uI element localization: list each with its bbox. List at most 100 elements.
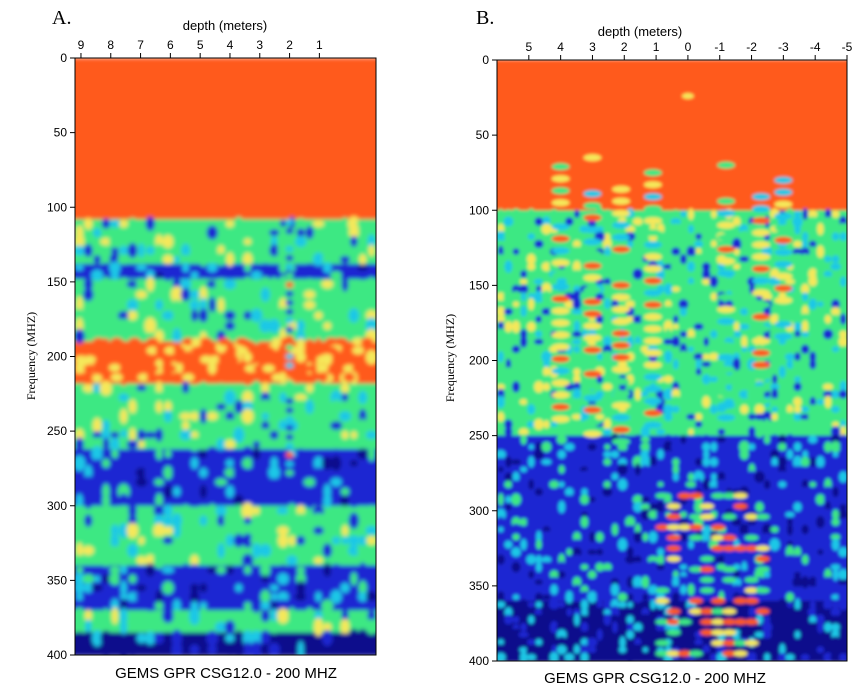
heatmap-cell [85,618,92,636]
heatmap-cell [774,344,793,352]
heatmap-cell [144,448,156,460]
heatmap-cell [774,236,793,244]
heatmap-cell [687,329,695,340]
heatmap-cell [259,276,272,292]
heatmap-cell [82,263,94,272]
heatmap-cell [772,374,778,385]
heatmap-cell [830,564,841,570]
heatmap-cell [785,466,795,473]
heatmap-cell [771,503,779,511]
heatmap-cell [672,306,680,317]
heatmap-cell [709,457,718,467]
heatmap-cell [215,286,227,304]
heatmap-cell [799,621,811,633]
heatmap-cell [602,308,613,316]
heatmap-cell [251,371,262,385]
heatmap-cell [800,376,811,383]
heatmap-cell [551,331,570,339]
heatmap-cell [250,583,263,593]
heatmap-cell [807,539,818,550]
heatmap-cell [839,330,847,338]
heatmap-cell [784,488,796,496]
heatmap-cell [223,278,237,290]
heatmap-cell [816,398,825,405]
heatmap-cell [649,485,657,499]
heatmap-cell [581,605,588,619]
heatmap-cell [786,473,794,481]
heatmap-cell [504,540,513,549]
heatmap-cell [839,256,847,262]
heatmap-cell [550,532,558,542]
heatmap-cell [817,209,824,219]
heatmap-cell [717,221,736,229]
heatmap-cell [269,244,280,257]
heatmap-cell [261,369,270,388]
heatmap-cell [271,235,278,248]
heatmap-cell [785,628,795,641]
heatmap-cell [511,359,521,369]
heatmap-cell [182,337,195,346]
heatmap-cell [270,408,278,424]
heatmap-cell [119,355,132,364]
heatmap-cell [503,216,514,227]
heatmap-cell [809,351,817,363]
heatmap-cell [632,434,643,445]
heatmap-cell [190,564,199,576]
heatmap-cell [518,390,529,398]
heatmap-cell [564,575,575,589]
heatmap-cell [583,154,602,162]
heatmap-cell [793,382,802,392]
heatmap-cell [722,566,737,573]
heatmap-cell [234,290,244,299]
heatmap-cell [801,630,810,640]
heatmap-cell [551,211,570,219]
heatmap-cell [551,235,570,243]
heatmap-cell [808,240,817,248]
heatmap-cell [171,467,182,478]
heatmap-cell [648,631,658,638]
heatmap-cell [794,352,801,362]
heatmap-cell [146,373,159,382]
heatmap-cell [830,636,841,648]
heatmap-cell [285,469,294,476]
heatmap-cell [155,535,164,546]
heatmap-cell [587,615,598,625]
heatmap-cell [366,535,376,546]
heatmap-cell [365,349,376,365]
heatmap-cell [611,644,619,655]
heatmap-cell [642,532,649,542]
heatmap-cell [102,419,110,432]
heatmap-cell [91,264,104,272]
heatmap-cell [832,335,840,348]
heatmap-cell [817,380,824,394]
heatmap-cell [717,185,736,193]
heatmap-cell [497,554,505,565]
heatmap-cell [793,532,802,542]
heatmap-cell [666,618,681,625]
heatmap-cell [752,349,771,357]
heatmap-cell [801,253,809,265]
heatmap-cell [542,411,551,423]
x-tick-label: 4 [557,40,564,54]
heatmap-cell [155,243,163,258]
heatmap-cell [92,337,105,346]
heatmap-cell [542,575,551,589]
heatmap-cell [126,417,139,434]
heatmap-cell [572,269,582,279]
heatmap-cell [579,591,590,604]
heatmap-cell [243,619,252,635]
heatmap-cell [687,255,695,263]
heatmap-cell [253,410,260,423]
heatmap-cell [164,449,172,459]
heatmap-cell [512,601,520,609]
heatmap-cell [739,630,750,639]
heatmap-cell [285,434,294,441]
heatmap-cell [687,583,695,596]
heatmap-cell [583,226,602,234]
heatmap-cell [322,421,333,430]
heatmap-cell [800,654,810,661]
heatmap-cell [808,622,818,633]
heatmap-cell [528,292,535,301]
heatmap-cell [739,554,749,566]
heatmap-cell [700,566,714,573]
